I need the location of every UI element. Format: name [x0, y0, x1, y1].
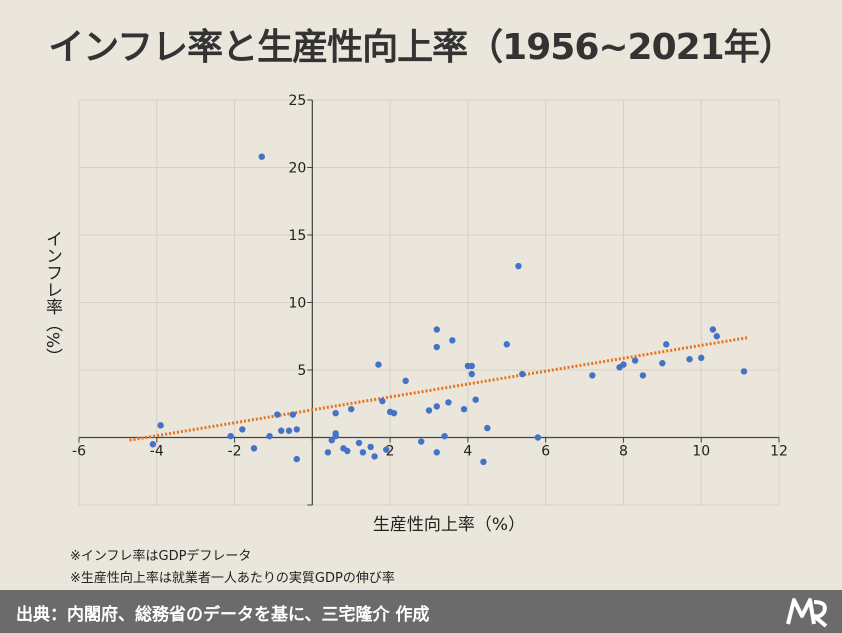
data-point [534, 434, 542, 441]
data-point [433, 403, 440, 410]
x-axis-label: 生産性向上率（%） [373, 515, 525, 535]
data-point [686, 356, 693, 363]
data-point [266, 432, 273, 440]
data-point [348, 405, 355, 413]
data-point [519, 370, 526, 378]
data-point [344, 447, 351, 455]
data-point [375, 361, 382, 368]
data-point [149, 441, 157, 448]
data-point [663, 341, 670, 348]
y-tick-label: 5 [297, 363, 306, 379]
x-tick-label: 6 [541, 444, 550, 460]
data-point [480, 458, 487, 465]
note-inflation: ※インフレ率はGDPデフレータ [70, 549, 252, 564]
tick-labels: -6 -4 -2 2 4 6 8 10 12 5 10 15 20 25 [72, 93, 788, 460]
data-point [289, 411, 297, 418]
x-tick-label: -6 [72, 444, 86, 460]
data-point [227, 432, 234, 440]
data-point [709, 326, 717, 333]
y-tick-label: 25 [289, 93, 307, 109]
data-point [367, 443, 374, 451]
data-point [418, 438, 425, 445]
data-point [713, 333, 720, 340]
note-productivity: ※生産性向上率は就業者一人あたりの実質GDPの伸び率 [70, 571, 395, 586]
data-point [433, 449, 440, 456]
data-point [332, 430, 339, 437]
trendline-dotted [129, 336, 749, 442]
data-point [460, 405, 468, 413]
data-point [433, 326, 440, 333]
data-point [332, 410, 339, 417]
logo-icon [786, 598, 828, 628]
data-point [293, 455, 300, 463]
data-point [472, 396, 479, 403]
data-point [639, 372, 647, 379]
y-tick-label: 15 [289, 228, 307, 244]
source-text: 出典：内閣府、総務省のデータを基に、三宅隆介 作成 [16, 605, 430, 625]
chart-title: インフレ率と生産性向上率（1956~2021年） [48, 27, 794, 68]
trendline [129, 336, 749, 442]
data-point [355, 439, 363, 447]
data-point [390, 410, 398, 417]
data-point [468, 370, 475, 378]
axis-labels: 生産性向上率（%） インフレ率（%） [42, 230, 525, 535]
data-point [449, 337, 456, 344]
data-point [402, 377, 409, 384]
x-tick-label: 8 [619, 444, 628, 460]
data-point [285, 427, 293, 434]
grid [78, 99, 780, 506]
x-tick-label: 4 [463, 444, 472, 460]
scatter-chart: -6 -4 -2 2 4 6 8 10 12 5 10 15 20 25 生産性向上率（%） インフレ率（%… [42, 93, 788, 535]
data-points [149, 153, 748, 465]
data-point [239, 426, 246, 433]
data-point [441, 432, 448, 440]
data-point [445, 399, 452, 406]
data-point [328, 437, 335, 444]
data-point [258, 153, 265, 160]
x-tick-label: 12 [770, 444, 788, 460]
data-point [740, 368, 748, 375]
data-point [515, 262, 522, 270]
axes [78, 99, 780, 506]
x-tick-label: -2 [228, 444, 242, 460]
footer-bar: 出典：内閣府、総務省のデータを基に、三宅隆介 作成 [0, 590, 842, 633]
y-tick-label: 10 [289, 296, 307, 312]
x-tick-label: 10 [692, 444, 710, 460]
data-point [293, 426, 300, 433]
data-point [157, 422, 164, 429]
data-point [631, 357, 639, 364]
data-point [589, 372, 596, 379]
data-point [698, 354, 705, 362]
data-point [278, 427, 285, 434]
data-point [383, 446, 390, 453]
data-point [620, 361, 627, 368]
data-point [359, 449, 367, 456]
data-point [425, 407, 433, 414]
data-point [371, 453, 378, 460]
y-axis-label: インフレ率（%） [42, 230, 63, 365]
data-point [468, 362, 475, 370]
y-tick-label: 20 [289, 161, 307, 177]
data-point [659, 360, 666, 367]
data-point [503, 341, 510, 348]
x-tick-label: -4 [150, 444, 164, 460]
data-point [250, 445, 258, 452]
data-point [484, 424, 491, 432]
data-point [379, 397, 386, 405]
x-tick-label: 2 [386, 444, 395, 460]
data-point [274, 411, 281, 418]
data-point [324, 449, 332, 456]
data-point [433, 343, 440, 351]
